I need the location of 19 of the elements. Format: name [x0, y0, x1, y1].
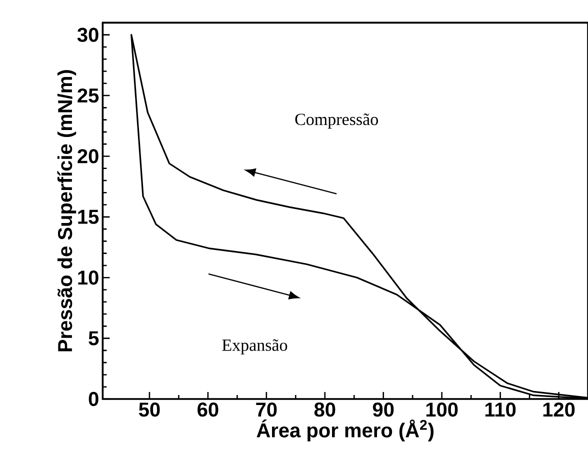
y-tick-label: 15	[78, 210, 99, 224]
x-tick-label: 80	[314, 402, 336, 417]
x-tick-label: 60	[198, 402, 218, 417]
y-axis-title: Pressão de Superfície (mN/m)	[57, 70, 76, 352]
x-axis-title: Área por mero (Å$^{2}$)	[256, 420, 434, 442]
y-tick-label: 25	[78, 88, 99, 103]
y-tick-label: 0	[88, 392, 98, 406]
x-tick-label: 50	[138, 402, 160, 417]
x-tick-label: 110	[485, 402, 516, 417]
y-tick-label: 10	[78, 270, 98, 285]
x-tick-label: 70	[256, 402, 277, 417]
annotation: Expansão	[222, 339, 288, 354]
x-tick-label: 120	[543, 402, 575, 417]
y-tick-label: 30	[77, 28, 98, 42]
annotation: Compressão	[295, 113, 378, 129]
y-tick-label: 20	[78, 149, 98, 164]
x-tick-label: 90	[372, 402, 394, 417]
x-tick-label: 100	[426, 402, 458, 417]
y-tick-label: 5	[88, 331, 99, 346]
